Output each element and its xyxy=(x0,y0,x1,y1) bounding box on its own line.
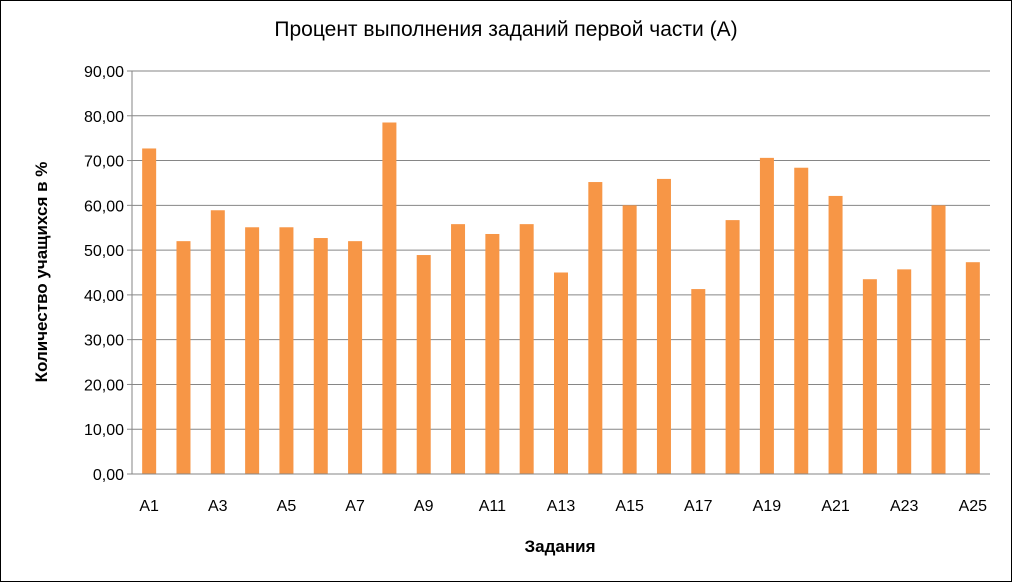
x-tick-label: А9 xyxy=(414,498,434,515)
bar xyxy=(348,241,363,474)
x-tick-label: А5 xyxy=(277,498,297,515)
bar xyxy=(965,262,980,474)
bar xyxy=(451,224,466,474)
bar xyxy=(416,255,431,474)
x-tick-label: А3 xyxy=(208,498,228,515)
x-tick-label: А25 xyxy=(959,498,988,515)
y-tick-label: 40,00 xyxy=(84,288,124,305)
bar xyxy=(313,238,328,474)
bar xyxy=(656,178,671,475)
y-tick-label: 10,00 xyxy=(84,422,124,439)
y-tick-label: 60,00 xyxy=(84,198,124,215)
x-tick-label: А13 xyxy=(547,498,576,515)
chart-title: Процент выполнения заданий первой части … xyxy=(274,18,738,41)
x-tick-label: А23 xyxy=(890,498,919,515)
bar xyxy=(897,269,912,474)
y-tick-label: 0,00 xyxy=(93,467,124,484)
bar xyxy=(279,227,294,474)
bar xyxy=(382,122,397,474)
bar xyxy=(794,167,809,474)
bar xyxy=(931,205,946,475)
bar xyxy=(725,220,740,474)
x-axis-label: Задания xyxy=(524,537,596,556)
bar xyxy=(759,157,774,474)
axes xyxy=(131,71,990,475)
x-tick-label: А7 xyxy=(345,498,365,515)
bars xyxy=(142,122,980,475)
y-tick-label: 30,00 xyxy=(84,333,124,350)
bar xyxy=(485,233,500,474)
y-tick-label: 70,00 xyxy=(84,154,124,171)
x-tick-label: А17 xyxy=(684,498,713,515)
bar xyxy=(245,227,260,474)
bar xyxy=(554,272,568,474)
x-tick-label: А15 xyxy=(615,498,644,515)
bar xyxy=(142,148,157,474)
x-tick-labels: А1 А3 А5 А7 А9 А11 А13 А15 А17 А19 А21 А23 А25 xyxy=(139,498,987,515)
bar xyxy=(588,182,603,474)
x-tick-label: А11 xyxy=(479,498,506,515)
x-tick-label: А21 xyxy=(821,498,850,515)
bar xyxy=(862,279,877,474)
y-tick-label: 50,00 xyxy=(84,243,124,260)
bar xyxy=(828,195,843,474)
bar xyxy=(691,289,706,474)
bar xyxy=(519,224,534,474)
bar xyxy=(210,210,225,474)
y-tick-label: 80,00 xyxy=(84,109,124,126)
y-tick-label: 90,00 xyxy=(84,64,124,81)
bar xyxy=(176,241,191,474)
y-tick-labels: 0,00 10,00 20,00 30,00 40,00 50,00 60,00 70,00 8… xyxy=(84,64,124,484)
y-tick-label: 20,00 xyxy=(84,377,124,394)
bar xyxy=(622,205,637,475)
x-tick-label: А1 xyxy=(139,498,159,515)
x-tick-label: А19 xyxy=(753,498,782,515)
